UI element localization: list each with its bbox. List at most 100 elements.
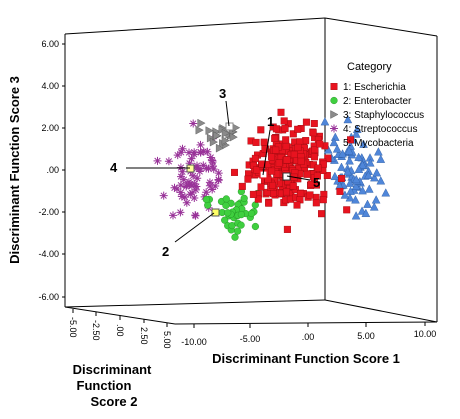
- z-axis: 6.00 4.00 2.00 .00 -2.00 -4.00 -6.00 Dis…: [7, 39, 65, 302]
- data-point: [173, 151, 182, 160]
- data-point: [277, 108, 285, 116]
- centroid-annotations: 1 2 3 4 5: [110, 86, 320, 259]
- data-point: [252, 138, 260, 146]
- data-point: [197, 118, 206, 128]
- y-tick-label: 2.50: [139, 327, 149, 345]
- data-point: [290, 150, 298, 158]
- data-point: [369, 202, 379, 211]
- data-point: [275, 159, 283, 167]
- data-point: [153, 156, 162, 165]
- data-point: [283, 225, 291, 233]
- data-point: [253, 166, 261, 174]
- series-escherichia: [230, 108, 355, 233]
- legend-marker: [330, 110, 339, 119]
- data-point: [283, 188, 291, 196]
- data-point: [191, 211, 200, 220]
- y-tick-label: 5.00: [162, 331, 172, 349]
- data-point: [208, 162, 217, 170]
- data-point: [343, 167, 353, 176]
- data-point: [176, 188, 185, 197]
- data-point: [244, 175, 252, 183]
- data-point: [268, 167, 276, 175]
- legend-label: 5: Mycobacteria: [343, 138, 414, 149]
- data-point: [312, 199, 320, 207]
- data-point: [332, 144, 342, 153]
- data-point: [206, 153, 215, 162]
- data-point: [370, 173, 379, 182]
- data-point: [258, 160, 266, 168]
- data-point: [352, 124, 362, 133]
- data-point: [302, 118, 310, 126]
- data-point: [249, 190, 257, 198]
- centroid-leader-line: [262, 129, 271, 176]
- x-tick-label: -5.00: [240, 334, 261, 344]
- data-point: [330, 132, 340, 141]
- y-axis-title: Score 2: [91, 394, 138, 409]
- data-point: [179, 175, 188, 184]
- data-point: [363, 199, 372, 208]
- data-point: [208, 185, 217, 194]
- data-point: [272, 125, 280, 133]
- data-point: [351, 211, 361, 220]
- data-point: [364, 184, 374, 193]
- x-tick-label: -10.00: [181, 337, 207, 347]
- data-point: [289, 182, 297, 190]
- legend-marker: [330, 96, 338, 105]
- data-point: [323, 145, 333, 154]
- data-point: [343, 114, 353, 124]
- data-point: [209, 137, 218, 147]
- data-point: [347, 136, 355, 144]
- data-point: [261, 145, 269, 153]
- data-point: [358, 186, 367, 195]
- data-point: [238, 182, 246, 190]
- data-point: [222, 195, 230, 203]
- data-point: [330, 171, 340, 180]
- data-point: [187, 154, 196, 163]
- centroid-label-5: 5: [313, 175, 320, 190]
- data-point: [289, 130, 297, 138]
- data-point: [323, 171, 331, 179]
- data-point: [237, 211, 246, 219]
- data-point: [269, 181, 277, 189]
- data-point: [254, 195, 262, 203]
- y-tick-label: -5.00: [68, 317, 78, 338]
- data-points: [153, 108, 391, 241]
- legend-label: 1: Escherichia: [343, 82, 406, 93]
- data-point: [190, 179, 199, 188]
- data-point: [260, 138, 268, 146]
- legend-marker: [330, 124, 338, 133]
- centroid-label-3: 3: [219, 86, 226, 101]
- data-point: [264, 175, 272, 183]
- data-point: [354, 164, 364, 173]
- data-point: [338, 174, 346, 182]
- data-point: [338, 149, 347, 158]
- data-point: [209, 165, 218, 174]
- z-axis-title: Discriminant Function Score 3: [7, 76, 22, 264]
- data-point: [205, 126, 214, 135]
- data-point: [176, 181, 185, 190]
- data-point: [188, 188, 196, 197]
- data-point: [178, 167, 187, 176]
- z-tick-label: 4.00: [41, 81, 59, 91]
- z-tick-label: -2.00: [38, 207, 59, 217]
- data-point: [316, 140, 324, 148]
- data-point: [282, 136, 290, 144]
- series-staphylococcus: [195, 118, 241, 153]
- legend-title: Category: [347, 61, 392, 73]
- data-point: [361, 208, 371, 217]
- data-point: [202, 195, 211, 204]
- z-tick-label: 2.00: [41, 123, 59, 133]
- data-point: [272, 146, 280, 154]
- box-right-top: [324, 17, 438, 37]
- legend-marker: [329, 137, 339, 147]
- data-point: [182, 198, 191, 207]
- centroid-label-2: 2: [162, 244, 169, 259]
- data-point: [221, 128, 230, 138]
- centroid-marker: [225, 122, 234, 131]
- data-point: [365, 158, 375, 167]
- legend-label: 3: Staphylococcus: [343, 110, 424, 121]
- data-point: [159, 191, 168, 200]
- series-mycobacteria: [320, 114, 391, 220]
- data-point: [181, 193, 189, 202]
- data-point: [354, 152, 363, 161]
